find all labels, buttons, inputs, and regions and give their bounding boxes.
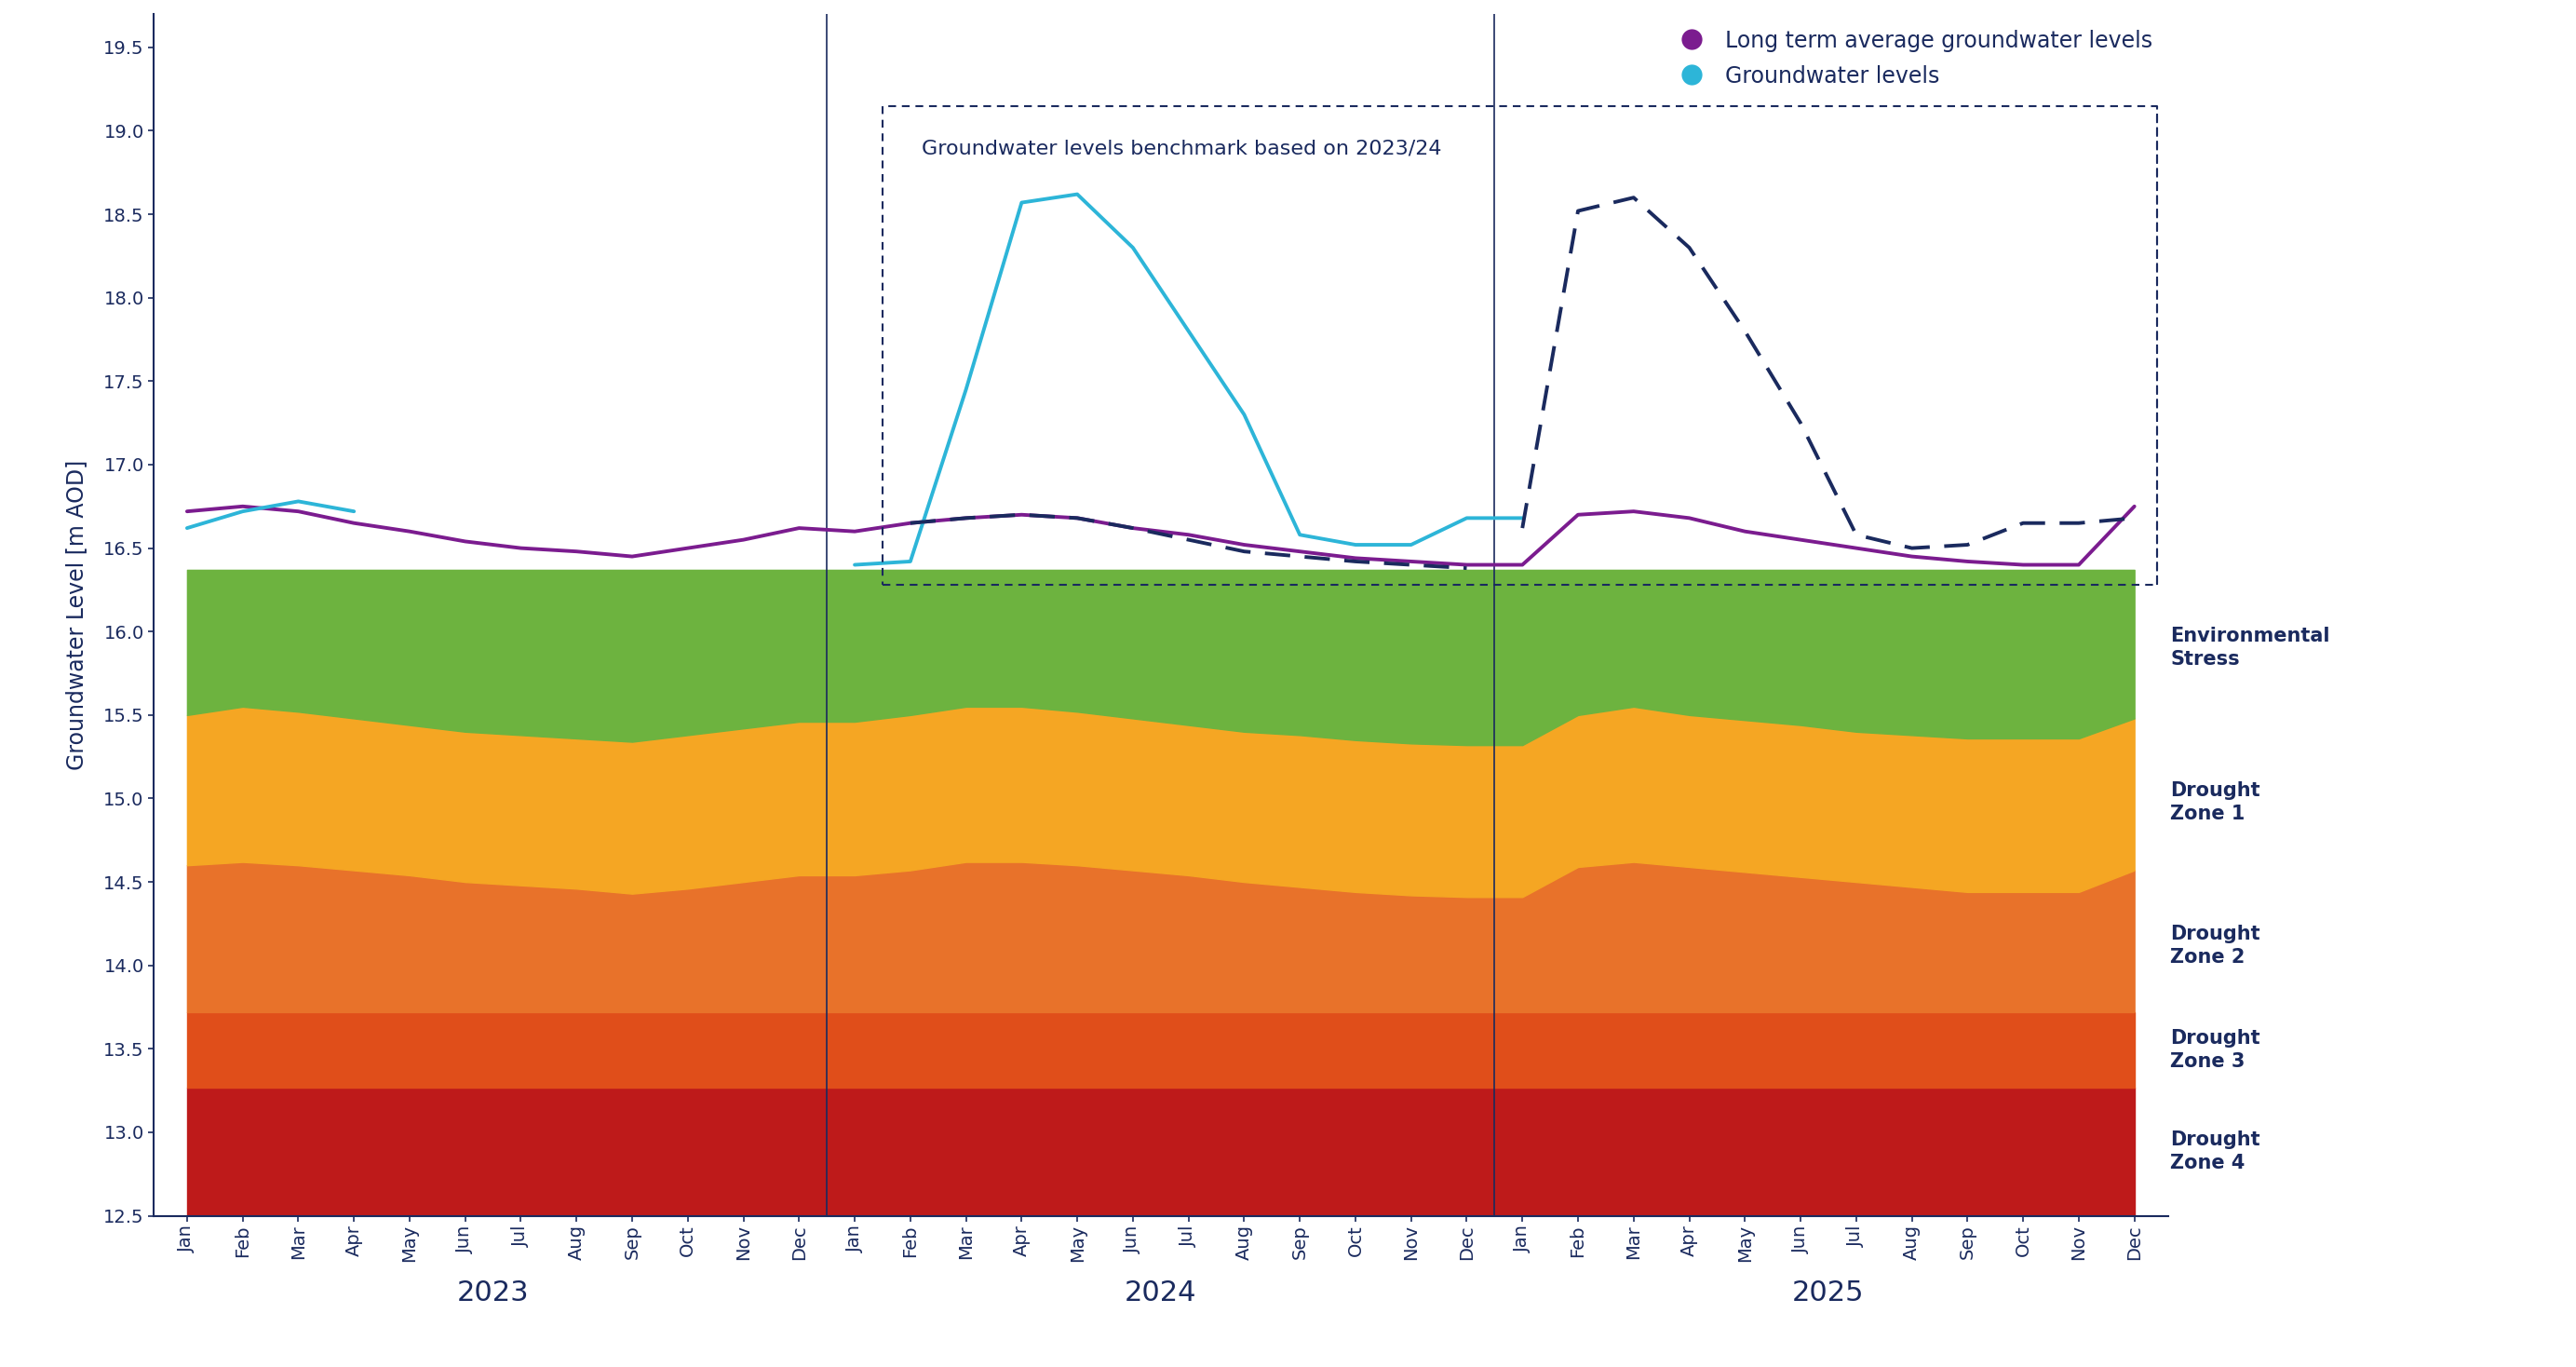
Text: 2024: 2024 [1126, 1280, 1198, 1307]
Text: 2025: 2025 [1793, 1280, 1865, 1307]
Y-axis label: Groundwater Level [m AOD]: Groundwater Level [m AOD] [64, 459, 88, 770]
Text: Drought
Zone 4: Drought Zone 4 [2172, 1131, 2262, 1173]
Text: Drought
Zone 2: Drought Zone 2 [2172, 924, 2262, 966]
Text: 2023: 2023 [456, 1280, 528, 1307]
Text: Groundwater levels benchmark based on 2023/24: Groundwater levels benchmark based on 20… [922, 139, 1443, 157]
Text: Environmental
Stress: Environmental Stress [2172, 627, 2331, 668]
Text: Drought
Zone 1: Drought Zone 1 [2172, 782, 2262, 823]
Legend: Long term average groundwater levels, Groundwater levels: Long term average groundwater levels, Gr… [1662, 21, 2161, 96]
Text: Drought
Zone 3: Drought Zone 3 [2172, 1029, 2262, 1070]
